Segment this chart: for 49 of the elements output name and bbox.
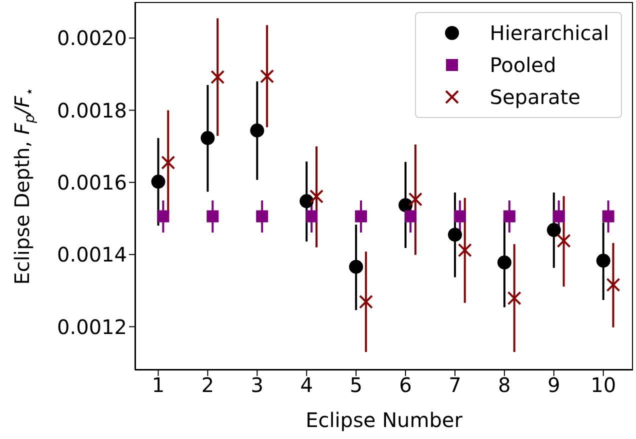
point [454, 210, 466, 222]
point [458, 243, 472, 258]
x-tick-label: 9 [548, 373, 560, 398]
point [250, 123, 264, 138]
point [503, 210, 516, 222]
legend-label: Hierarchical [490, 21, 609, 45]
point [200, 131, 215, 146]
point [309, 189, 324, 204]
point [602, 210, 614, 222]
point [358, 294, 373, 309]
point [408, 192, 422, 206]
point [596, 254, 610, 268]
point [507, 291, 522, 306]
point [206, 210, 219, 222]
point [398, 198, 413, 212]
point [552, 210, 565, 222]
point [306, 210, 318, 222]
x-tick-label: 7 [448, 373, 462, 398]
point [349, 260, 364, 274]
y-tick-label: 0.0016 [57, 170, 127, 194]
legend-label: Separate [490, 85, 580, 109]
x-tick-label: 10 [590, 373, 616, 398]
point [300, 194, 314, 208]
x-tick-label: 3 [250, 373, 264, 398]
x-tick-label: 4 [300, 373, 313, 398]
point [355, 210, 368, 222]
point [151, 174, 166, 189]
y-tick-label: 0.0018 [57, 98, 127, 122]
x-tick-label: 8 [498, 373, 511, 398]
x-tick-label: 6 [399, 373, 412, 398]
legend-label: Pooled [490, 53, 556, 77]
x-axis-title: Eclipse Number [306, 408, 464, 432]
point [497, 255, 512, 270]
point [161, 156, 176, 170]
point [157, 210, 170, 222]
y-tick-label: 0.0020 [57, 26, 127, 50]
x-tick-label: 5 [350, 373, 362, 398]
point [210, 70, 225, 84]
x-tick-label: 2 [201, 373, 214, 398]
point [256, 210, 268, 222]
y-tick-label: 0.0012 [57, 314, 127, 339]
point [260, 69, 274, 84]
point [556, 234, 571, 248]
point [448, 228, 462, 242]
point [404, 210, 416, 222]
y-tick-label: 0.0014 [57, 242, 127, 267]
point [546, 223, 561, 238]
point [606, 278, 620, 292]
x-tick-label: 1 [152, 373, 165, 398]
